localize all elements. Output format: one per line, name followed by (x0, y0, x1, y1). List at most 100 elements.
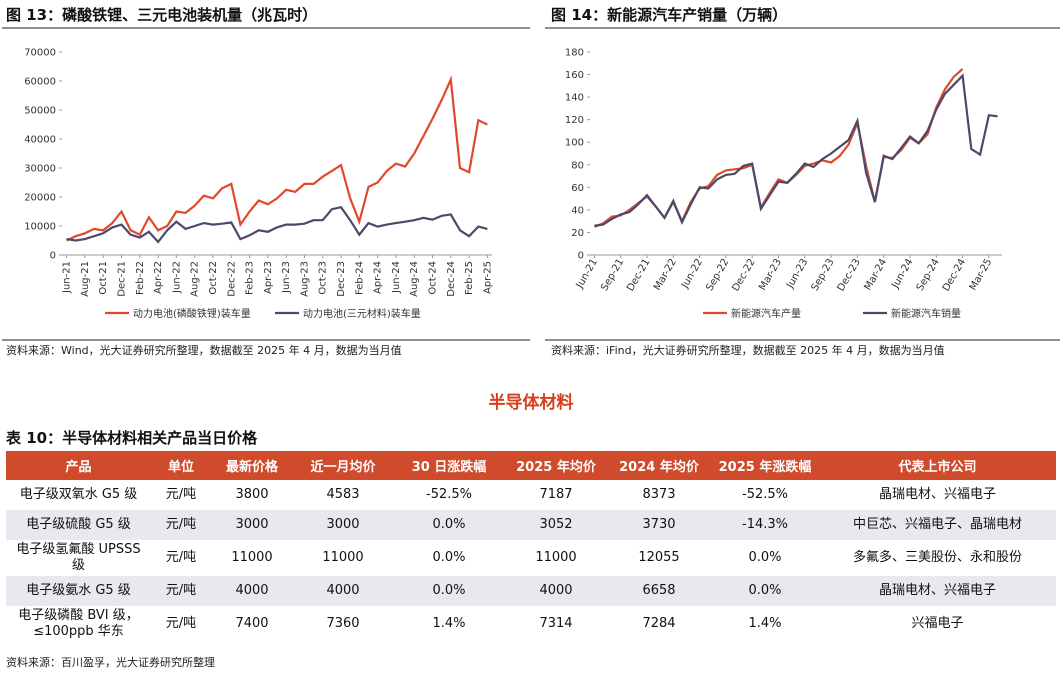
x-tick-label: Aug-21 (80, 261, 91, 297)
legend-label: 新能源汽车销量 (891, 307, 961, 320)
y-tick-label: 120 (565, 115, 584, 126)
y-tick-label: 10000 (24, 222, 56, 233)
y-tick-label: 60 (571, 183, 584, 194)
x-tick-label: Jun-23 (281, 261, 292, 294)
table-title: 表 10：半导体材料相关产品当日价格 (6, 429, 258, 447)
x-tick-label: Jun-23 (784, 257, 810, 291)
charts: 图 13：磷酸铁锂、三元电池装机量（兆瓦时） 资料来源：Wind，光大证券研究所整… (2, 6, 1060, 357)
table-cell: 3730 (607, 510, 711, 540)
x-tick-label: Oct-23 (318, 261, 329, 295)
x-tick-label: Jun-22 (679, 257, 705, 291)
y-tick-label: 160 (565, 70, 584, 81)
y-tick-label: 40000 (24, 135, 56, 146)
table-cell: 6658 (607, 576, 711, 606)
chart-source: 资料来源：Wind，光大证券研究所整理，数据截至 2025 年 4 月，数据为当… (6, 343, 402, 357)
table-cell: 1.4% (432, 616, 466, 631)
table-cell: 0.0% (748, 550, 782, 565)
x-tick-label: Aug-24 (409, 261, 420, 297)
table-cell: -52.5% (742, 487, 788, 502)
data-line (593, 68, 964, 228)
table-cell: -14.3% (711, 510, 819, 540)
y-tick-label: 20000 (24, 193, 56, 204)
table-cell: 0.0% (393, 510, 505, 540)
x-tick-label: Mar-24 (862, 257, 889, 292)
table-cell: 中巨芯、兴福电子、晶瑞电材 (819, 510, 1056, 540)
header-row: 产品 单位 最新价格 近一月均价 30 日涨跌幅 2025 年均价 2024 年均价 2025… (6, 451, 1056, 480)
y-tick-label: 0 (50, 251, 56, 262)
y-tick-label: 60000 (24, 77, 56, 88)
table-row: 电子级双氧水 G5 级 元/吨 3800 4583 -52.5% 7187 8373 -52.… (6, 480, 1056, 510)
header-cell: 代表上市公司 (819, 451, 1056, 480)
table-cell: 11000 (535, 550, 577, 565)
x-tick-label: Dec-22 (730, 257, 757, 293)
legend-label: 动力电池(磷酸铁锂)装车量 (133, 307, 251, 320)
table-row: 电子级硫酸 G5 级元/吨 3000 3000 0.0% 3052 3730 -14.3% 中… (6, 510, 1056, 540)
legend-label: 动力电池(三元材料)装车量 (303, 307, 421, 320)
x-tick-label: Apr-25 (482, 261, 493, 294)
table-cell: 元/吨 (151, 576, 211, 606)
header-cell: 2024 年均价 (607, 451, 711, 480)
y-tick-label: 70000 (24, 48, 56, 59)
x-tick-label: Sep-21 (599, 257, 626, 293)
table-cell: 电子级硫酸 G5 级 (6, 510, 151, 540)
x-tick-label: Sep-23 (810, 257, 837, 293)
y-tick-label: 20 (571, 228, 584, 239)
table-cell: 1.4% (748, 616, 782, 631)
table-cell: 3052 (505, 510, 607, 540)
price-table: 产品 单位 最新价格 近一月均价 30 日涨跌幅 2025 年均价 2024 年均价 2025… (6, 451, 1056, 642)
table-cell: 4000 (293, 576, 393, 606)
table-cell: 电子级磷酸 BVI 级，≤100ppb 华东 (18, 608, 139, 639)
x-tick-label: Mar-25 (968, 257, 995, 292)
table-cell: 4000 (505, 576, 607, 606)
x-tick-label: Dec-23 (836, 257, 863, 293)
x-tick-label: Apr-23 (263, 261, 274, 294)
chart-title: 图 13：磷酸铁锂、三元电池装机量（兆瓦时） (6, 6, 317, 24)
y-tick-label: 80 (571, 160, 584, 171)
x-tick-label: Jun-24 (391, 261, 402, 294)
x-tick-label: Feb-23 (245, 261, 256, 295)
table-cell: 3000 (293, 510, 393, 540)
x-tick-label: Jun-21 (62, 261, 73, 294)
table-cell: 7400 (235, 616, 269, 631)
table-cell: -52.5% (426, 487, 472, 502)
legend-label: 新能源汽车产量 (731, 307, 801, 320)
table-cell: 0.0% (393, 576, 505, 606)
table-cell: 电子级氨水 G5 级 (6, 576, 151, 606)
x-tick-label: Dec-24 (446, 261, 457, 297)
table-cell: 0.0% (711, 576, 819, 606)
x-tick-label: Oct-22 (208, 261, 219, 295)
table-cell: 元/吨 (165, 616, 197, 631)
y-tick-label: 50000 (24, 106, 56, 117)
y-tick-label: 40 (571, 205, 584, 216)
table-cell: 7314 (539, 616, 573, 631)
table-cell: 7187 (539, 487, 573, 502)
x-tick-label: Mar-23 (757, 257, 784, 292)
table-cell: 7360 (326, 616, 360, 631)
table-cell: 11000 (322, 550, 364, 565)
y-tick-label: 30000 (24, 164, 56, 175)
x-tick-label: Jun-22 (171, 261, 182, 294)
x-tick-label: Oct-24 (428, 261, 439, 295)
header-cell: 最新价格 (211, 451, 293, 480)
x-tick-label: Feb-22 (135, 261, 146, 295)
y-tick-label: 140 (565, 93, 584, 104)
table-cell: 4000 (211, 576, 293, 606)
x-tick-label: Apr-22 (153, 261, 164, 294)
x-tick-label: Sep-22 (704, 257, 731, 293)
data-line (66, 75, 488, 242)
x-tick-label: Jun-24 (890, 257, 916, 291)
x-tick-label: Dec-23 (336, 261, 347, 297)
table-row: 电子级氢氟酸 UPSSS 级 元/吨 11000 11000 0.0% 11000 1205… (6, 540, 1056, 576)
table-cell: 3800 (235, 487, 269, 502)
table-cell: 兴福电子 (911, 616, 964, 631)
table-row: 电子级磷酸 BVI 级，≤100ppb 华东 元/吨 7400 7360 1.4% 731… (6, 606, 1056, 642)
table-cell: 多氟多、三美股份、永和股份 (852, 550, 1022, 565)
x-tick-label: Feb-25 (464, 261, 475, 295)
table-cell: 元/吨 (165, 487, 197, 502)
table-cell: 12055 (638, 550, 680, 565)
header-cell: 2025 年涨跌幅 (711, 451, 819, 480)
y-tick-label: 100 (565, 138, 584, 149)
y-tick-label: 0 (578, 251, 584, 262)
table-cell: 7284 (642, 616, 676, 631)
